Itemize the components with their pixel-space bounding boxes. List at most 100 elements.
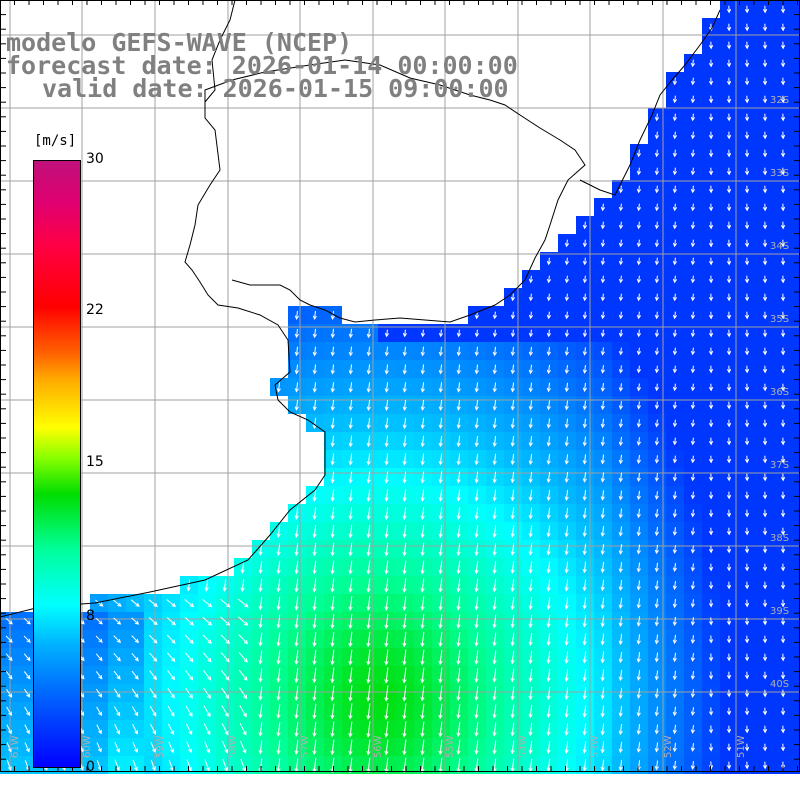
wind-arrow-shaft — [602, 293, 604, 301]
wind-arrow-shaft — [674, 185, 676, 193]
wind-arrow-shaft — [95, 635, 103, 643]
wind-arrow-shaft — [493, 632, 497, 646]
wind-arrow-shaft — [332, 328, 334, 338]
wind-arrow-head — [348, 768, 353, 774]
wind-speed-cell — [792, 270, 800, 288]
wind-arrow-head — [780, 728, 786, 734]
wind-arrow-head — [654, 567, 659, 573]
wind-arrow-head — [98, 729, 102, 735]
wind-arrow-head — [546, 442, 551, 447]
wind-arrow-shaft — [367, 721, 371, 737]
wind-arrow-head — [636, 622, 641, 627]
wind-arrow-shaft — [131, 688, 139, 698]
wind-arrow-shaft — [439, 542, 443, 556]
wind-arrow-head — [438, 533, 443, 539]
wind-arrow-shaft — [601, 723, 605, 735]
wind-arrow-head — [26, 620, 31, 625]
wind-arrow-head — [366, 715, 371, 720]
wind-arrow-head — [330, 479, 335, 484]
wind-arrow-head — [206, 730, 211, 736]
wind-arrow-head — [366, 515, 371, 521]
wind-arrow-head — [153, 657, 158, 662]
wind-arrow-head — [762, 62, 768, 68]
wind-arrow-head — [672, 368, 678, 374]
wind-arrow-head — [510, 478, 515, 484]
wind-speed-cell — [792, 180, 800, 198]
wind-arrow-head — [564, 332, 570, 338]
wind-arrow-shaft — [349, 613, 353, 629]
wind-arrow-head — [276, 605, 281, 611]
wind-arrow-head — [492, 388, 497, 393]
wind-arrow-head — [762, 278, 768, 284]
wind-arrow-head — [780, 98, 786, 104]
wind-arrow-shaft — [583, 561, 587, 573]
wind-arrow-head — [546, 641, 551, 646]
wind-arrow-shaft — [457, 524, 461, 538]
wind-speed-cell — [792, 396, 800, 414]
wind-arrow-head — [690, 80, 696, 86]
wind-arrow-head — [402, 497, 407, 502]
wind-arrow-head — [708, 747, 714, 752]
wind-arrow-head — [510, 406, 515, 411]
wind-arrow-shaft — [457, 560, 461, 574]
wind-arrow-shaft — [403, 417, 407, 429]
wind-arrow-shaft — [349, 506, 353, 520]
wind-arrow-shaft — [620, 257, 622, 265]
wind-arrow-shaft — [530, 346, 532, 356]
wind-arrow-head — [780, 188, 786, 194]
wind-arrow-head — [708, 260, 714, 266]
wind-arrow-head — [492, 314, 498, 320]
wind-arrow-shaft — [367, 328, 371, 338]
wind-arrow-shaft — [692, 455, 694, 463]
wind-arrow-shaft — [656, 491, 658, 499]
wind-arrow-head — [438, 678, 443, 684]
wind-arrow-head — [546, 496, 551, 502]
latitude-label: 32S — [770, 95, 789, 106]
wind-arrow-shaft — [314, 328, 316, 338]
wind-arrow-shaft — [674, 652, 676, 662]
wind-arrow-shaft — [96, 706, 102, 716]
wind-arrow-head — [8, 656, 13, 662]
wind-arrow-head — [546, 260, 552, 266]
wind-arrow-head — [780, 134, 786, 140]
wind-arrow-head — [206, 767, 211, 772]
colorbar-tick-22: 22 — [86, 302, 104, 318]
wind-arrow-shaft — [349, 667, 353, 683]
wind-arrow-shaft — [619, 651, 623, 663]
wind-arrow-head — [672, 765, 677, 771]
wind-arrow-head — [564, 659, 569, 664]
wind-arrow-head — [402, 660, 407, 666]
wind-arrow-head — [134, 620, 140, 625]
wind-speed-cell — [792, 450, 800, 468]
wind-arrow-head — [26, 693, 31, 698]
wind-arrow-head — [708, 476, 714, 482]
wind-arrow-head — [654, 386, 660, 392]
wind-arrow-head — [564, 514, 569, 520]
wind-arrow-head — [654, 170, 660, 176]
wind-arrow-shaft — [331, 435, 335, 447]
wind-arrow-shaft — [529, 400, 533, 410]
wind-arrow-shaft — [547, 525, 551, 537]
wind-arrow-head — [8, 638, 13, 643]
wind-arrow-shaft — [259, 596, 263, 610]
wind-arrow-head — [762, 422, 768, 428]
wind-arrow-shaft — [403, 560, 407, 574]
wind-arrow-shaft — [547, 418, 551, 428]
wind-arrow-shaft — [692, 95, 694, 103]
wind-arrow-head — [654, 531, 659, 537]
wind-arrow-head — [384, 461, 389, 466]
wind-arrow-head — [510, 533, 515, 538]
wind-arrow-shaft — [367, 739, 371, 755]
wind-arrow-head — [348, 388, 353, 393]
wind-arrow-head — [762, 332, 768, 338]
wind-arrow-shaft — [674, 131, 676, 139]
wind-arrow-head — [222, 587, 227, 592]
wind-arrow-head — [654, 585, 659, 591]
wind-arrow-head — [528, 406, 533, 411]
wind-arrow-head — [134, 748, 138, 753]
wind-arrow-head — [243, 676, 248, 681]
wind-arrow-shaft — [385, 453, 389, 465]
wind-arrow-head — [618, 188, 624, 194]
wind-arrow-shaft — [583, 507, 587, 519]
wind-arrow-head — [474, 678, 479, 683]
